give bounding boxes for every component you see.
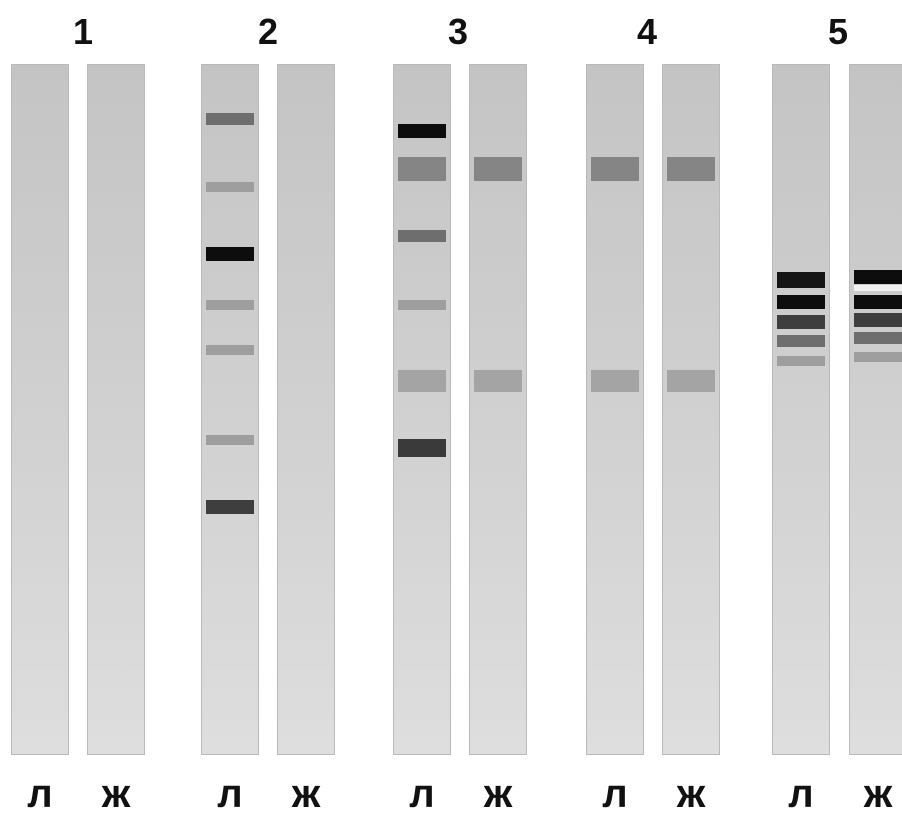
group-number-3: 3 (447, 11, 469, 52)
band (398, 124, 446, 139)
lane-5-l (772, 64, 830, 755)
band (398, 230, 446, 243)
lane-label: ж (676, 772, 706, 816)
lane-label: л (788, 772, 814, 816)
lane-label: л (602, 772, 628, 816)
band (777, 334, 825, 347)
lane-5-zh (849, 64, 902, 755)
band (777, 315, 825, 330)
band (206, 246, 254, 261)
band (474, 369, 522, 392)
group-number-2: 2 (257, 11, 279, 52)
lane-label: ж (863, 772, 893, 816)
band (398, 369, 446, 392)
band (854, 285, 902, 292)
band (591, 157, 639, 182)
band (398, 157, 446, 182)
band (206, 344, 254, 355)
group-number-1: 1 (72, 11, 94, 52)
group-number-4: 4 (636, 11, 658, 52)
band (398, 438, 446, 457)
lane-label: ж (483, 772, 513, 816)
band (667, 157, 715, 182)
band (206, 434, 254, 445)
band (777, 271, 825, 288)
band (206, 182, 254, 193)
band (854, 352, 902, 363)
lane-label: л (27, 772, 53, 816)
lane-1-zh (87, 64, 145, 755)
lane-label: ж (291, 772, 321, 816)
lane-label: ж (101, 772, 131, 816)
band (398, 299, 446, 310)
lane-2-l (201, 64, 259, 755)
lane-3-l (393, 64, 451, 755)
band (206, 112, 254, 125)
group-number-5: 5 (827, 11, 849, 52)
lane-label: л (409, 772, 435, 816)
band (206, 499, 254, 514)
band (854, 312, 902, 327)
lane-1-l (11, 64, 69, 755)
band (854, 270, 902, 285)
band (474, 157, 522, 182)
lane-4-l (586, 64, 644, 755)
band (591, 369, 639, 392)
band (206, 299, 254, 310)
lane-4-zh (662, 64, 720, 755)
lane-label: л (217, 772, 243, 816)
band (854, 331, 902, 344)
band (777, 355, 825, 366)
band (667, 369, 715, 392)
lane-3-zh (469, 64, 527, 755)
band (854, 295, 902, 309)
band (777, 295, 825, 309)
lane-2-zh (277, 64, 335, 755)
